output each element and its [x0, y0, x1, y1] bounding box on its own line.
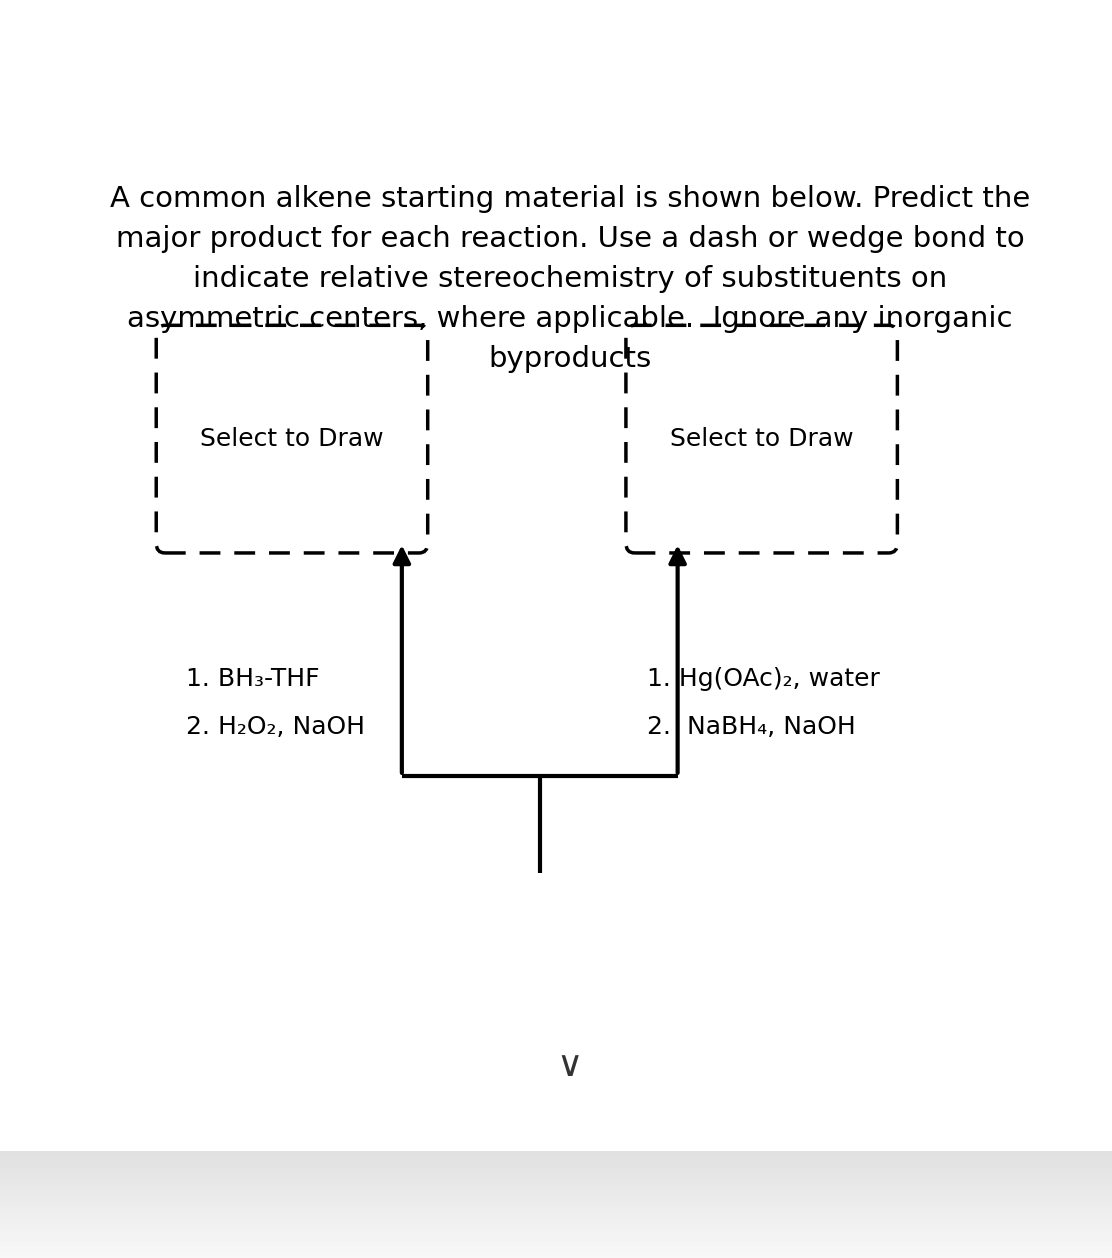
- Text: Select to Draw: Select to Draw: [669, 428, 854, 452]
- Text: A common alkene starting material is shown below. Predict the
major product for : A common alkene starting material is sho…: [110, 185, 1030, 374]
- Text: 2. H₂O₂, NaOH: 2. H₂O₂, NaOH: [187, 716, 366, 740]
- Text: 1. BH₃-THF: 1. BH₃-THF: [187, 667, 320, 691]
- Text: Select to Draw: Select to Draw: [200, 428, 384, 452]
- Text: 1. Hg(OAc)₂, water: 1. Hg(OAc)₂, water: [647, 667, 881, 691]
- Text: ∨: ∨: [557, 1049, 583, 1083]
- Text: 2.  NaBH₄, NaOH: 2. NaBH₄, NaOH: [647, 716, 856, 740]
